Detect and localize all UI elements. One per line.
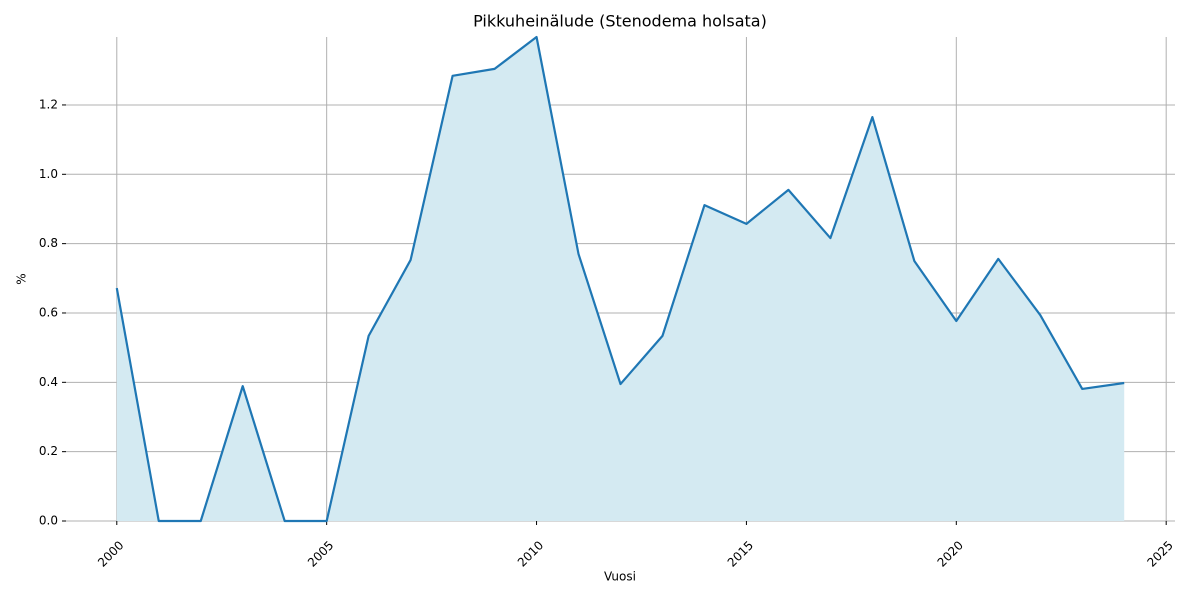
y-tick-label: 1.2 [39, 97, 58, 111]
x-tick-label: 2005 [305, 538, 336, 569]
y-tick-label: 0.6 [39, 305, 58, 319]
chart-title: Pikkuheinälude (Stenodema holsata) [473, 12, 767, 31]
area [116, 37, 1125, 521]
line [115, 35, 1125, 523]
y-tick-label: 0.0 [39, 514, 58, 528]
y-tick-label: 0.4 [39, 375, 58, 389]
x-tick-label: 2025 [1144, 538, 1175, 569]
y-tick-label: 1.0 [39, 167, 58, 181]
y-axis-label: % [15, 273, 29, 284]
x-tick-label: 2000 [95, 538, 126, 569]
y-tick-label: 0.2 [39, 444, 58, 458]
x-tick-label: 2020 [935, 538, 966, 569]
x-tick-label: 2010 [515, 538, 546, 569]
x-tick-label: 2015 [725, 538, 756, 569]
x-axis-label: Vuosi [604, 570, 636, 584]
y-tick-label: 0.8 [39, 236, 58, 250]
